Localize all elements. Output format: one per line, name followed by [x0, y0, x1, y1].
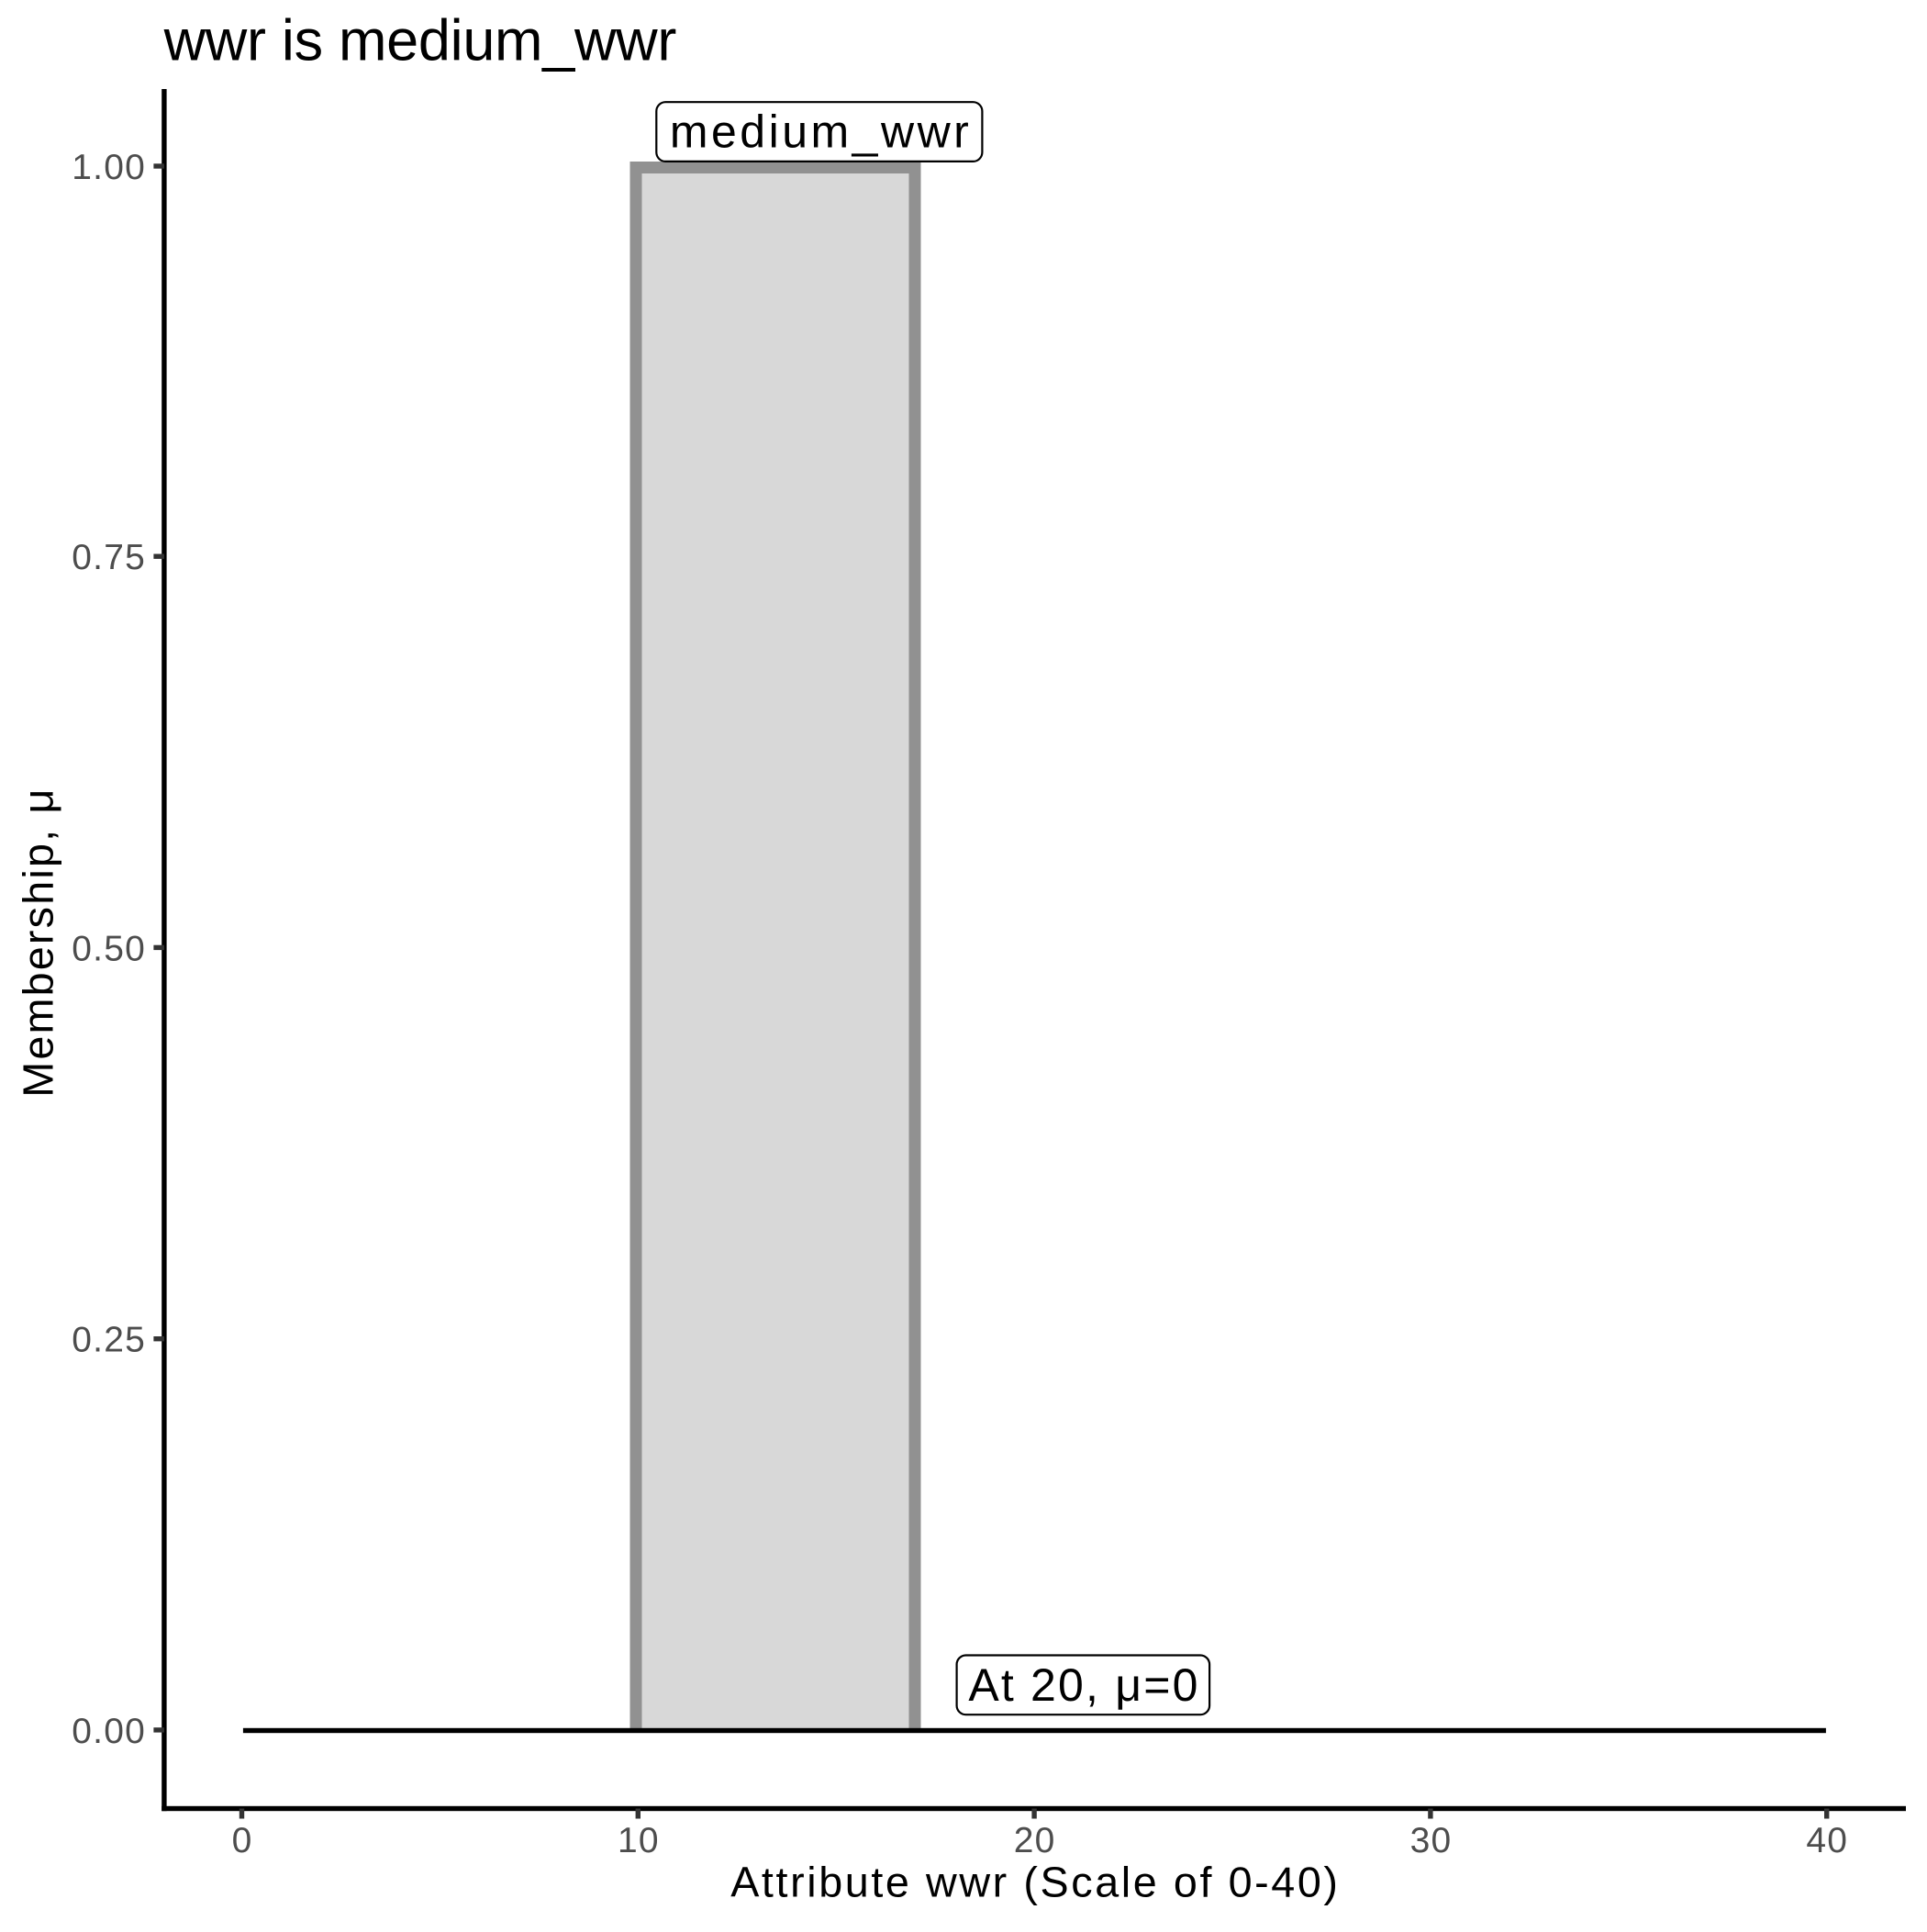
svg-text:At 20, μ=0: At 20, μ=0: [968, 1659, 1199, 1711]
svg-text:20: 20: [1014, 1821, 1056, 1860]
svg-text:10: 10: [618, 1821, 660, 1860]
svg-text:0.25: 0.25: [72, 1321, 146, 1360]
svg-text:1.00: 1.00: [72, 148, 146, 187]
svg-text:0.75: 0.75: [72, 538, 146, 577]
svg-text:0.00: 0.00: [72, 1712, 146, 1751]
svg-text:0: 0: [232, 1821, 253, 1860]
svg-text:0.50: 0.50: [72, 929, 146, 968]
svg-text:medium_wwr: medium_wwr: [670, 106, 973, 157]
svg-text:wwr is medium_wwr: wwr is medium_wwr: [163, 8, 676, 73]
svg-text:Attribute wwr (Scale of 0-40): Attribute wwr (Scale of 0-40): [730, 1859, 1340, 1906]
svg-text:Membership, μ: Membership, μ: [15, 787, 62, 1097]
svg-text:30: 30: [1410, 1821, 1453, 1860]
svg-text:40: 40: [1806, 1821, 1848, 1860]
